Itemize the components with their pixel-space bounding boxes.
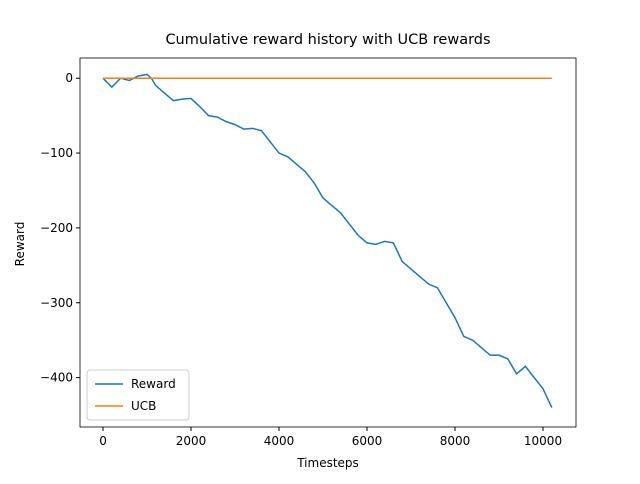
x-tick-label: 6000 — [352, 434, 383, 448]
y-tick-label: −200 — [40, 221, 73, 235]
legend-box — [86, 369, 190, 421]
legend-label: Reward — [131, 377, 176, 391]
chart-title: Cumulative reward history with UCB rewar… — [165, 32, 490, 48]
x-tick-label: 4000 — [264, 434, 295, 448]
y-tick-label: −400 — [40, 371, 73, 385]
y-tick-label: 0 — [65, 71, 73, 85]
plot-frame — [79, 57, 577, 428]
y-axis-label: Reward — [13, 222, 27, 267]
x-tick-label: 10000 — [524, 434, 562, 448]
y-tick-label: −100 — [40, 146, 73, 160]
y-tick-label: −300 — [40, 296, 73, 310]
legend-label: UCB — [131, 399, 156, 413]
x-tick-label: 8000 — [440, 434, 471, 448]
series-line — [102, 73, 553, 408]
x-tick-label: 2000 — [176, 434, 207, 448]
x-axis-label: Timesteps — [296, 456, 359, 470]
x-tick-label: 0 — [99, 434, 107, 448]
